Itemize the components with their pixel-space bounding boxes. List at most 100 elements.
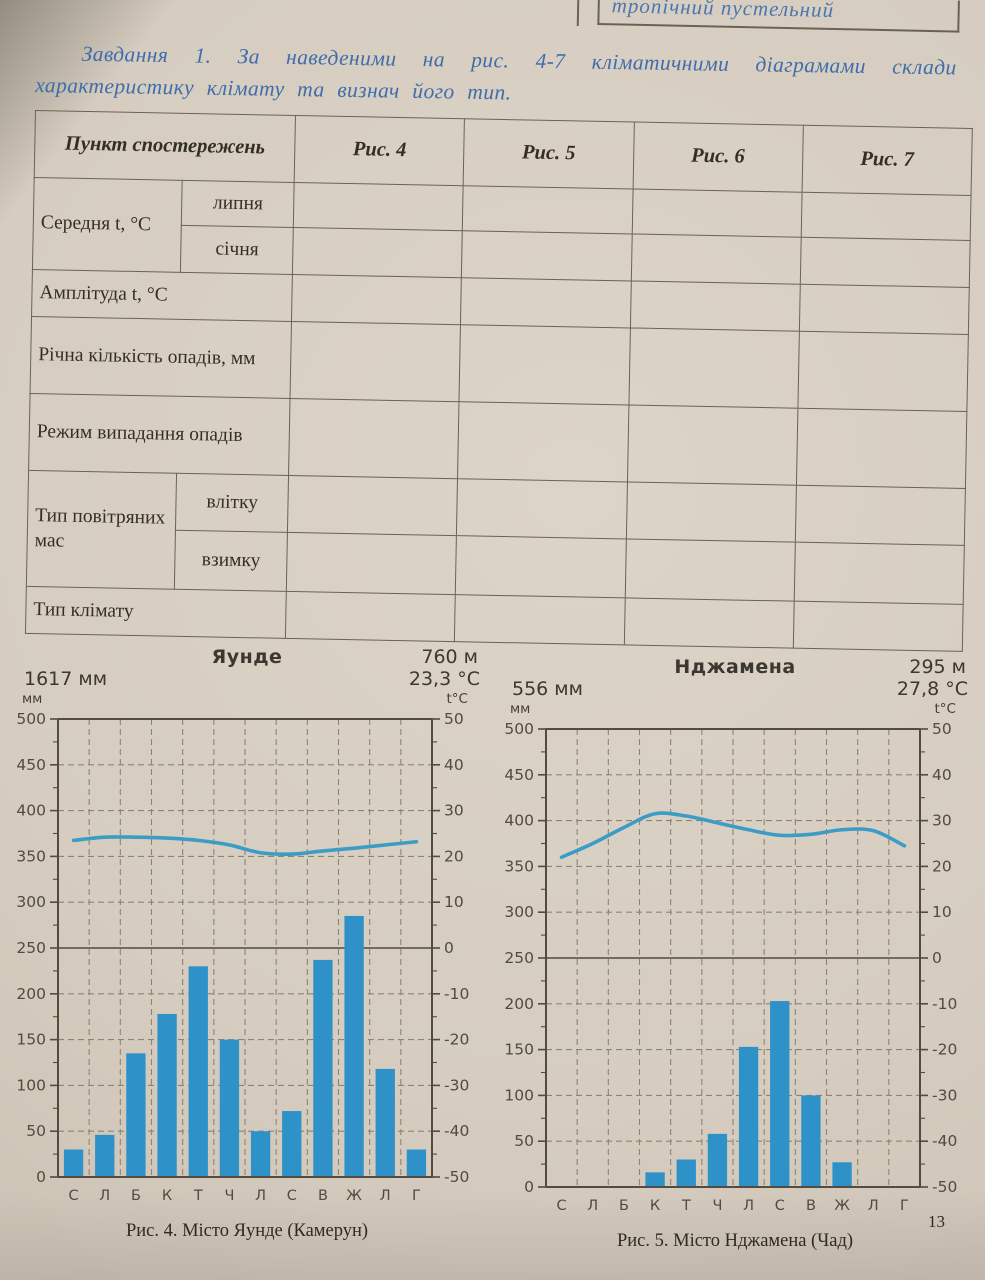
svg-text:200: 200 xyxy=(16,984,46,1002)
empty-cell xyxy=(627,404,798,485)
empty-cell xyxy=(630,280,801,331)
svg-text:50: 50 xyxy=(26,1122,46,1140)
svg-text:-30: -30 xyxy=(932,1086,957,1104)
svg-text:Л: Л xyxy=(255,1188,266,1204)
svg-text:В: В xyxy=(318,1188,328,1204)
svg-text:С: С xyxy=(287,1188,297,1204)
climate-figure-4: Яунде 760 м 1617 мм 23,3 °C мм t°C 0 50 10… xyxy=(12,646,482,1252)
svg-text:30: 30 xyxy=(444,801,464,819)
svg-text:0: 0 xyxy=(524,1178,534,1196)
svg-text:-30: -30 xyxy=(444,1076,469,1094)
row-label-january: січня xyxy=(180,224,294,274)
svg-text:-40: -40 xyxy=(444,1122,469,1140)
empty-cell xyxy=(293,181,464,231)
svg-text:500: 500 xyxy=(504,720,534,738)
svg-text:50: 50 xyxy=(444,710,464,728)
svg-text:400: 400 xyxy=(16,801,46,819)
empty-cell xyxy=(462,185,633,234)
svg-text:100: 100 xyxy=(16,1076,46,1094)
row-label-summer: влітку xyxy=(175,472,289,532)
svg-text:Т: Т xyxy=(681,1198,691,1214)
svg-text:Т: Т xyxy=(193,1188,203,1204)
svg-text:К: К xyxy=(162,1188,173,1204)
chart-annual-precip: 556 мм xyxy=(512,677,583,700)
empty-cell xyxy=(461,230,632,281)
empty-cell xyxy=(286,531,457,595)
empty-cell xyxy=(800,191,972,240)
empty-cell xyxy=(796,407,967,488)
svg-text:10: 10 xyxy=(932,903,952,921)
svg-text:40: 40 xyxy=(444,755,464,773)
svg-text:400: 400 xyxy=(504,811,534,829)
figure-caption: Рис. 4. Місто Яунде (Камерун) xyxy=(125,1220,369,1241)
empty-cell xyxy=(630,233,801,284)
svg-text:40: 40 xyxy=(932,765,952,783)
svg-text:Л: Л xyxy=(587,1198,598,1214)
climate-diagram-svg: 050100150200250300350400450500-50-40-30-… xyxy=(504,720,957,1214)
empty-cell xyxy=(290,320,461,402)
empty-cell xyxy=(454,594,625,645)
row-label-amplitude: Амплітуда t, °C xyxy=(31,268,293,321)
svg-text:Ч: Ч xyxy=(224,1188,234,1204)
empty-cell xyxy=(800,236,971,287)
empty-cell xyxy=(625,481,797,542)
svg-text:Л: Л xyxy=(99,1188,110,1204)
svg-text:-10: -10 xyxy=(444,984,469,1002)
svg-text:Б: Б xyxy=(131,1188,141,1204)
svg-text:0: 0 xyxy=(444,939,454,957)
right-axis-unit: t°C xyxy=(446,690,468,707)
svg-text:300: 300 xyxy=(504,903,534,921)
svg-text:К: К xyxy=(650,1198,661,1214)
svg-text:В: В xyxy=(806,1198,816,1214)
figure-caption: Рис. 5. Місто Нджамена (Чад) xyxy=(616,1230,854,1251)
chart-title: Яунде xyxy=(211,645,283,668)
page-number: 13 xyxy=(928,1212,945,1231)
col-header-fig6: Рис. 6 xyxy=(632,121,804,192)
corner-header: Пункт спостережень xyxy=(34,110,296,182)
svg-text:-50: -50 xyxy=(444,1168,469,1186)
svg-text:500: 500 xyxy=(16,710,46,728)
svg-text:Ж: Ж xyxy=(346,1188,362,1204)
empty-cell xyxy=(799,283,970,334)
svg-text:-20: -20 xyxy=(932,1040,957,1058)
left-axis-unit: мм xyxy=(22,690,43,707)
empty-cell xyxy=(285,590,456,642)
svg-text:С: С xyxy=(69,1188,79,1204)
svg-text:-20: -20 xyxy=(444,1030,469,1048)
climate-table-wrap: Пункт спостережень Рис. 4 Рис. 5 Рис. 6 … xyxy=(25,110,985,652)
chart-title: Нджамена xyxy=(674,655,796,678)
empty-cell xyxy=(628,327,800,408)
svg-text:150: 150 xyxy=(504,1040,534,1058)
empty-cell xyxy=(460,277,631,328)
svg-text:Л: Л xyxy=(743,1198,754,1214)
empty-cell xyxy=(292,226,463,278)
row-label-air-masses: Тип повітряних мас xyxy=(26,469,177,589)
svg-text:100: 100 xyxy=(504,1086,534,1104)
empty-cell xyxy=(795,484,966,545)
svg-text:50: 50 xyxy=(514,1132,534,1150)
svg-text:150: 150 xyxy=(16,1030,46,1048)
svg-text:Г: Г xyxy=(900,1198,909,1214)
row-label-july: липня xyxy=(181,179,295,227)
svg-text:Ч: Ч xyxy=(712,1198,722,1214)
empty-cell xyxy=(456,478,628,539)
svg-text:300: 300 xyxy=(16,893,46,911)
chart-mean-temp: 23,3 °C xyxy=(408,667,480,690)
svg-text:450: 450 xyxy=(16,755,46,773)
empty-cell xyxy=(287,474,458,536)
svg-text:20: 20 xyxy=(932,857,952,875)
svg-text:С: С xyxy=(775,1198,785,1214)
row-label-annual-precip: Річна кількість опадів, мм xyxy=(30,315,292,398)
empty-cell xyxy=(291,273,462,325)
empty-cell xyxy=(797,330,969,411)
empty-cell xyxy=(631,188,802,237)
empty-cell xyxy=(623,597,794,648)
svg-text:350: 350 xyxy=(504,857,534,875)
row-label-climate-type: Тип клімату xyxy=(25,585,287,638)
chart-altitude: 295 м xyxy=(909,655,966,678)
handwritten-answer-text: тропічний пустельний xyxy=(611,0,835,22)
svg-text:Ж: Ж xyxy=(834,1198,850,1214)
svg-text:0: 0 xyxy=(932,949,942,967)
empty-cell xyxy=(793,600,964,651)
